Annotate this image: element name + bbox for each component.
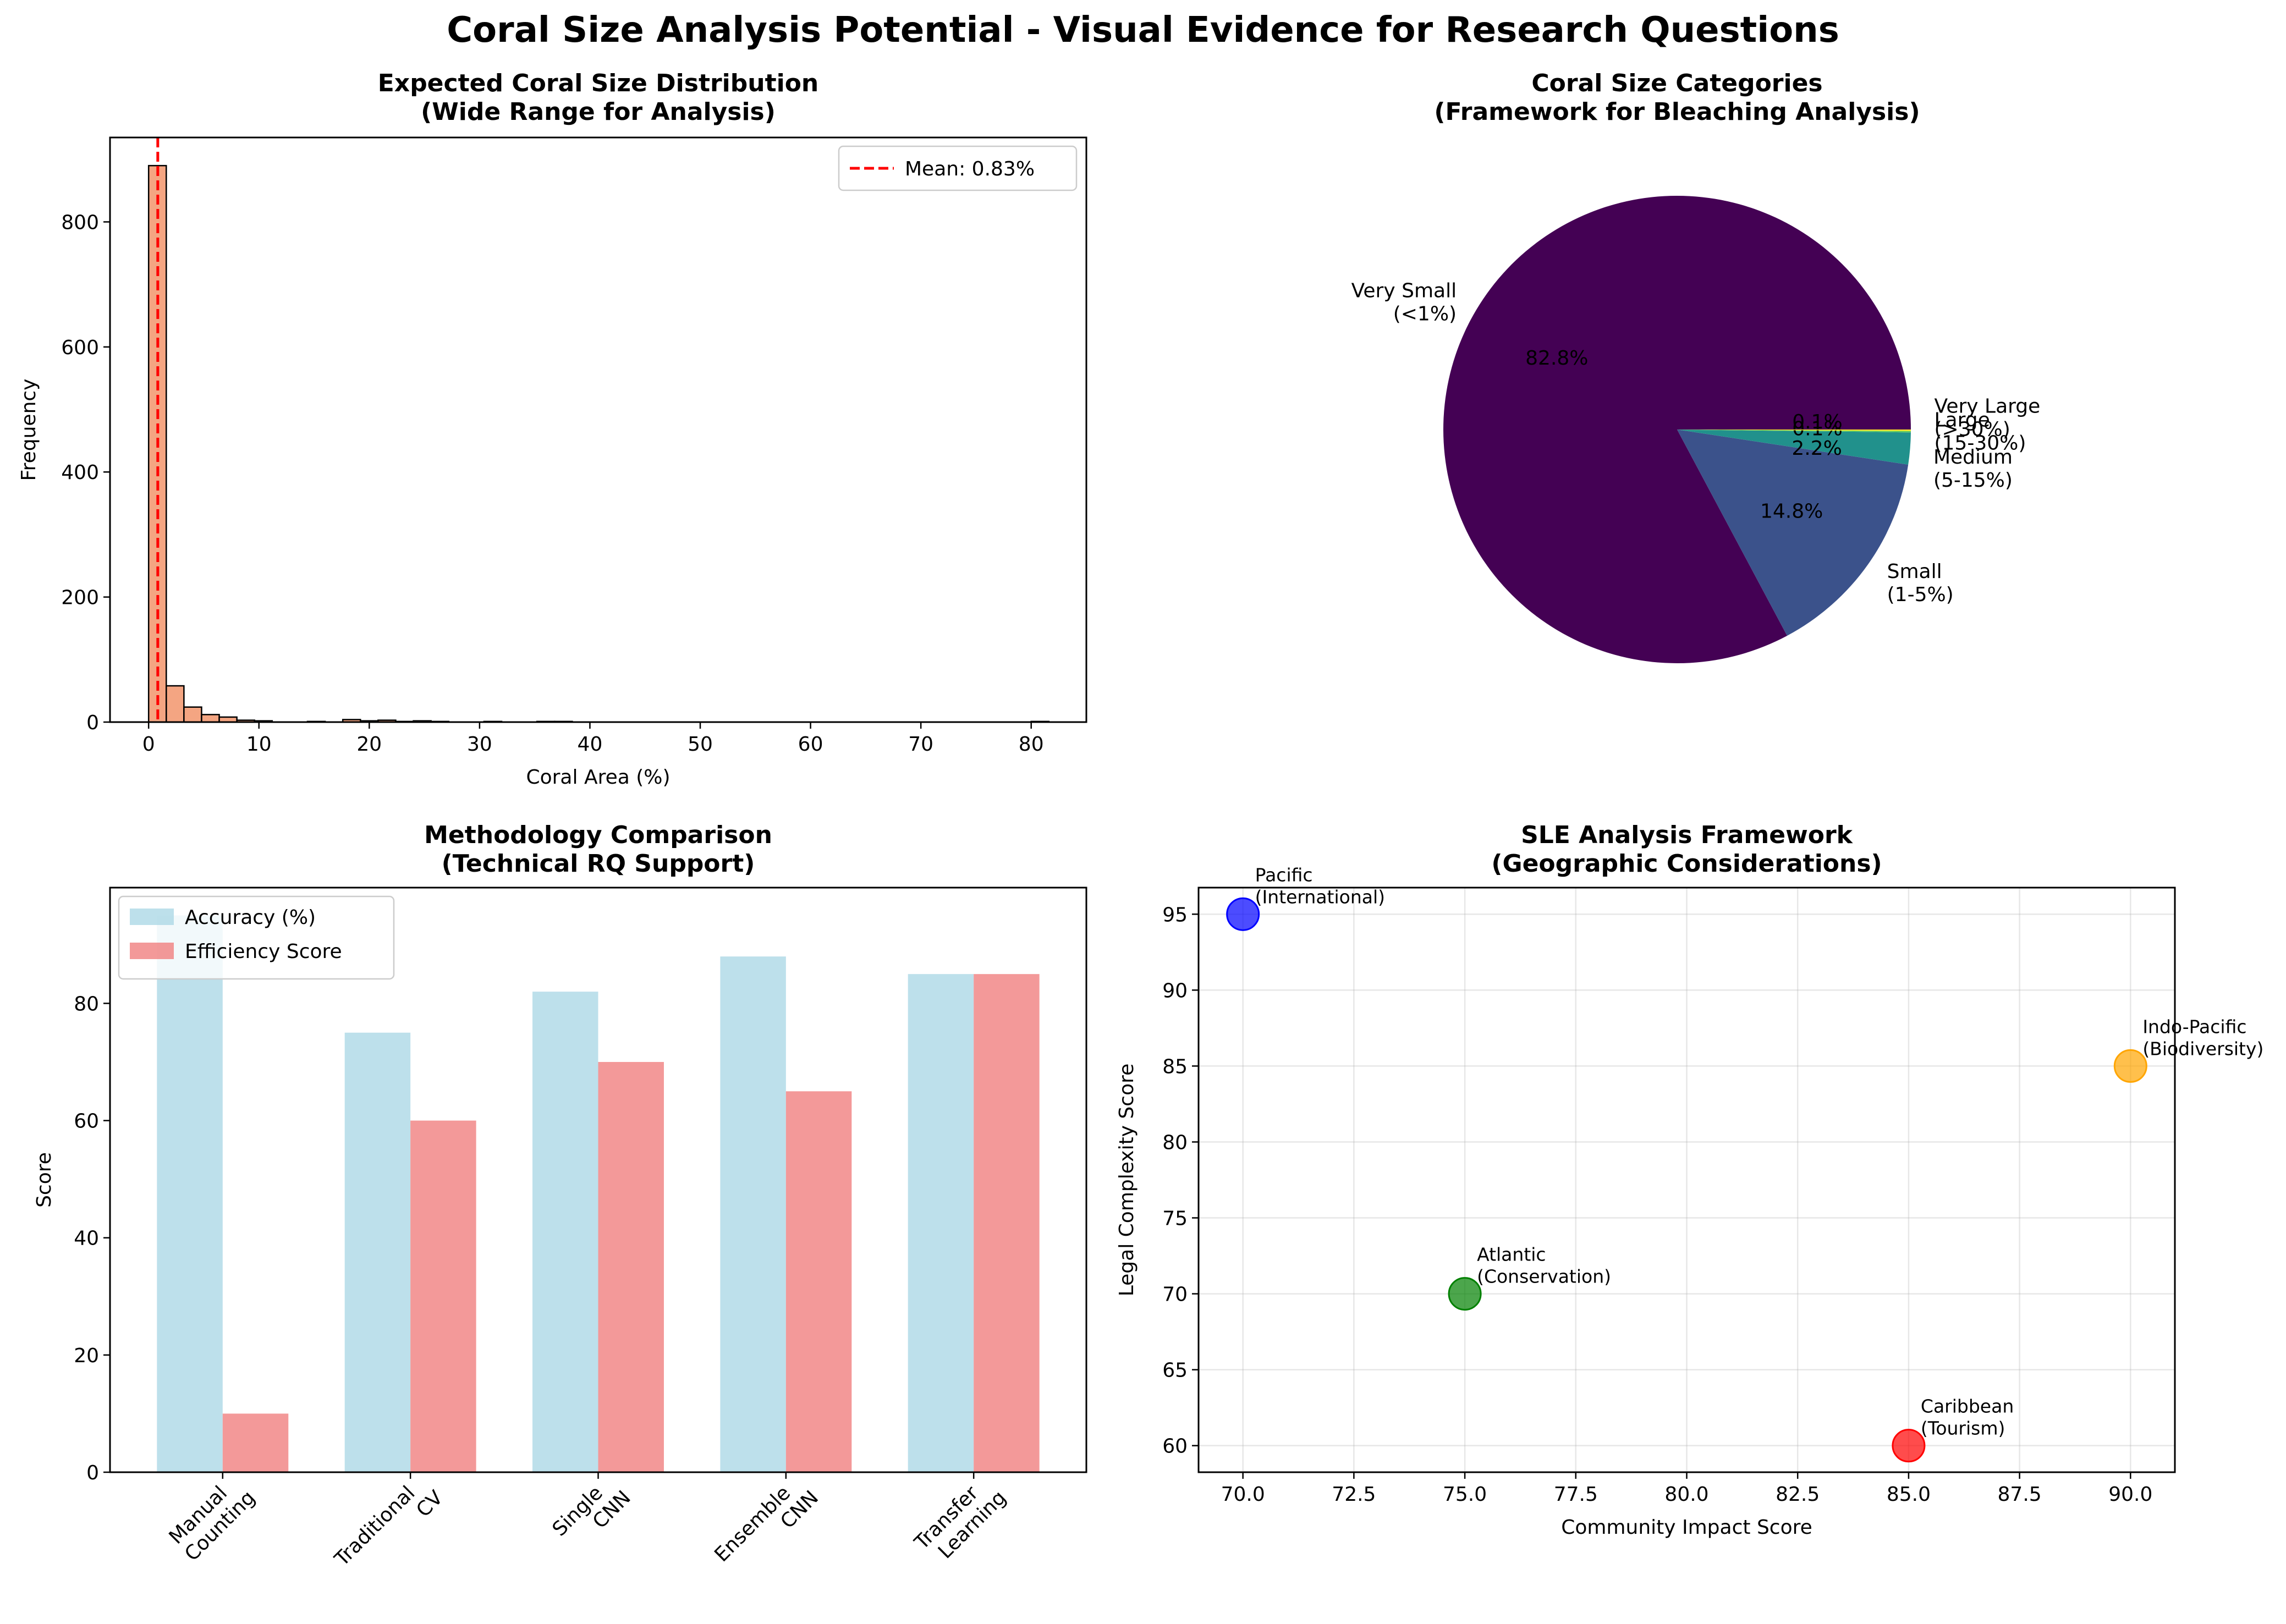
point-annotation: Atlantic (Conservation) [1477,1244,1611,1287]
x-tick-label: 70.0 [1221,1483,1265,1506]
y-tick-label: 400 [61,461,99,484]
scatter-point [1892,1429,1926,1463]
pie-slice [1677,430,1911,433]
x-tick-label: 60 [798,733,823,756]
x-tick-label: 72.5 [1332,1483,1376,1506]
scatter-point [2113,1049,2147,1083]
scatter-point [1448,1277,1482,1311]
y-tick-label: 0 [86,712,99,734]
legend-label: Efficiency Score [185,940,342,963]
y-tick-label: 75 [1162,1208,1188,1230]
pie-pct-label: 14.8% [1760,500,1823,522]
bar [785,1091,852,1472]
y-tick-label: 60 [1162,1435,1188,1458]
x-tick-label: 75.0 [1443,1483,1487,1506]
scatter-panel: SLE Analysis Framework (Geographic Consid… [1115,821,2263,1539]
legend-mean-label: Mean: 0.83% [905,158,1035,180]
x-tick-label: 80.0 [1664,1483,1708,1506]
legend-label: Accuracy (%) [185,906,316,929]
bar [598,1062,664,1472]
y-tick-label: 95 [1162,904,1188,926]
pie-slice [1443,195,1911,664]
point-annotation: Caribbean (Tourism) [1921,1396,2014,1439]
hist-legend [838,145,1078,191]
y-tick-label: 85 [1162,1055,1188,1078]
y-tick-label: 70 [1162,1284,1188,1306]
pie-slice [1677,430,1911,465]
y-tick-label: 600 [61,337,99,359]
y-tick-label: 20 [74,1345,99,1367]
bar [157,915,223,1472]
pie-slice [1677,430,1909,636]
legend-swatch [130,943,174,959]
y-tick-label: 65 [1162,1359,1188,1382]
y-tick-label: 200 [61,587,99,609]
y-axis-label: Frequency [18,379,40,481]
scatter-title: SLE Analysis Framework (Geographic Consid… [1491,821,1882,878]
histogram-panel: Expected Coral Size Distribution (Wide Ra… [18,69,1087,789]
x-tick-label: 10 [246,733,272,756]
pie-panel: Coral Size Categories (Framework for Blea… [1351,69,2040,664]
pie-pct-label: 2.2% [1792,437,1842,460]
pie-slice-label: Small (1-5%) [1887,560,1954,606]
pie-pct-label: 82.8% [1525,347,1588,370]
pie-slice-label: Very Large (>30%) [1934,395,2040,441]
pie-pct-label: 0.1% [1792,417,1842,440]
pie-title: Coral Size Categories (Framework for Blea… [1434,69,1920,126]
x-tick-label: 0 [142,733,155,756]
bar [222,1413,289,1472]
x-tick-label: 70 [908,733,933,756]
x-tick-label: 82.5 [1776,1483,1820,1506]
x-tick-label: 77.5 [1554,1483,1598,1506]
hist-bar [201,714,220,723]
bar-title: Methodology Comparison (Technical RQ Supp… [424,821,772,878]
y-tick-label: 80 [74,993,99,1015]
x-tick-label: 20 [356,733,382,756]
figure-suptitle: Coral Size Analysis Potential - Visual E… [447,10,1839,51]
point-annotation: Pacific (International) [1255,864,1385,907]
x-tick-label: 85.0 [1887,1483,1931,1506]
x-tick-label: 40 [578,733,603,756]
x-tick-label: 87.5 [1998,1483,2042,1506]
y-tick-label: 60 [74,1110,99,1133]
x-tick-label: 30 [467,733,492,756]
x-axis-label: Coral Area (%) [526,766,670,789]
bar [344,1032,411,1472]
x-tick-label: 80 [1019,733,1044,756]
y-axis-label: Legal Complexity Score [1115,1064,1138,1297]
scatter-point [1226,897,1260,931]
point-annotation: Indo-Pacific (Biodiversity) [2142,1016,2263,1059]
hist-title: Expected Coral Size Distribution (Wide Ra… [378,69,819,126]
x-tick-label: 90.0 [2108,1483,2152,1506]
bar [908,974,974,1472]
y-tick-label: 90 [1162,979,1188,1002]
pie-pct-label: 0.1% [1792,411,1842,433]
bar [410,1120,476,1472]
hist-bar [166,685,185,723]
bar [532,992,598,1472]
y-tick-label: 800 [61,211,99,234]
bar [974,974,1040,1472]
x-axis-label: Community Impact Score [1561,1516,1812,1539]
grouped-bar-panel: Methodology Comparison (Technical RQ Supp… [33,821,1087,1571]
hist-bar [183,706,202,723]
legend-swatch [130,909,174,925]
bar-legend [118,895,395,980]
y-axis-label: Score [33,1152,56,1208]
y-tick-label: 0 [86,1462,99,1484]
y-tick-label: 80 [1162,1131,1188,1154]
pie-slice-label: Medium (5-15%) [1933,446,2013,492]
y-tick-label: 40 [74,1227,99,1250]
pie-slice-label: Very Small (<1%) [1351,279,1457,325]
hist-frame [109,136,1087,723]
x-tick-label: 50 [688,733,713,756]
bar [720,956,786,1472]
pie-slice-label: Large (15-30%) [1934,409,2026,454]
pie-slice [1677,430,1911,431]
